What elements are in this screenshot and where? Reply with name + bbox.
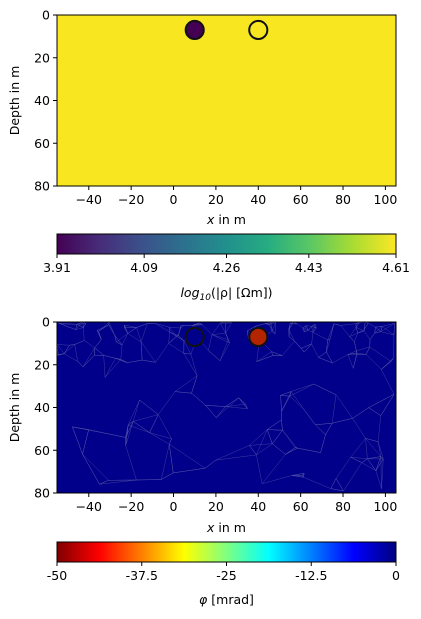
resistivity-xtick-label: −40 (76, 192, 102, 207)
resistivity-ytick-label: 20 (34, 50, 50, 65)
phase-xtick-label: 40 (250, 499, 266, 514)
phase-colorbar-tick-label: 0 (392, 568, 400, 583)
phase-background (57, 322, 396, 493)
phase-colorbar-tick-label: -37.5 (126, 568, 158, 583)
phase-anomaly-1 (184, 326, 205, 348)
phase-colorbar-gradient (56, 541, 397, 563)
phase-xtick-label: 100 (373, 499, 397, 514)
resistivity-ylabel: Depth in m (7, 66, 22, 136)
resistivity-xtick-label: 20 (208, 192, 224, 207)
phase-ytick-label: 40 (34, 400, 50, 415)
phase-ylabel: Depth in m (7, 373, 22, 443)
phase-xtick-label: −20 (118, 499, 144, 514)
resistivity-anomaly-2 (248, 19, 269, 41)
phase-xtick-label: 60 (293, 499, 309, 514)
phase-xtick-label: −40 (76, 499, 102, 514)
phase-xtick-label: 80 (335, 499, 351, 514)
phase-xtick-label: 0 (170, 499, 178, 514)
phase-colorbar-tick-label: -50 (47, 568, 67, 583)
resistivity-xtick-label: 60 (293, 192, 309, 207)
resistivity-xtick-label: 0 (170, 192, 178, 207)
phase-colorbar-tick-label: -25 (216, 568, 236, 583)
phase-xlabel: x in m (206, 520, 246, 535)
resistivity-colorbar-tick-label: 4.26 (213, 260, 241, 275)
resistivity-ytick-label: 80 (34, 179, 50, 194)
phase-ytick-label: 80 (34, 486, 50, 501)
resistivity-plot: −40 −20 0 20 40 60 80 100 0 20 40 60 80 x in m Dept… (7, 8, 397, 228)
phase-ytick-label: 0 (42, 315, 50, 330)
resistivity-background (57, 15, 396, 186)
phase-anomaly-2 (248, 326, 269, 348)
phase-colorbar: -50 -37.5 -25 -12.5 0 φ [mrad] (47, 541, 400, 607)
resistivity-colorbar-tick-label: 4.09 (130, 260, 158, 275)
resistivity-colorbar-label: log10(|ρ| [Ωm]) (180, 285, 272, 303)
phase-ytick-label: 60 (34, 443, 50, 458)
resistivity-ytick-label: 0 (42, 8, 50, 23)
resistivity-xlabel: x in m (206, 212, 246, 227)
resistivity-ytick-label: 60 (34, 136, 50, 151)
resistivity-xtick-label: −20 (118, 192, 144, 207)
phase-xtick-label: 20 (208, 499, 224, 514)
resistivity-colorbar-tick-label: 4.61 (382, 260, 410, 275)
resistivity-colorbar-tick-label: 3.91 (43, 260, 71, 275)
resistivity-ytick-label: 40 (34, 93, 50, 108)
phase-plot: −40 −20 0 20 40 60 80 100 0 20 40 60 80 x in m Dept… (7, 315, 397, 536)
resistivity-xtick-label: 100 (373, 192, 397, 207)
resistivity-colorbar-gradient (56, 233, 397, 255)
resistivity-xtick-label: 40 (250, 192, 266, 207)
phase-colorbar-tick-label: -12.5 (295, 568, 327, 583)
phase-ytick-label: 20 (34, 357, 50, 372)
resistivity-colorbar: 3.91 4.09 4.26 4.43 4.61 log10(|ρ| [Ωm]) (43, 233, 410, 303)
resistivity-anomaly-1 (184, 19, 205, 41)
phase-colorbar-label: φ [mrad] (199, 592, 254, 607)
resistivity-xtick-label: 80 (335, 192, 351, 207)
resistivity-colorbar-tick-label: 4.43 (295, 260, 323, 275)
